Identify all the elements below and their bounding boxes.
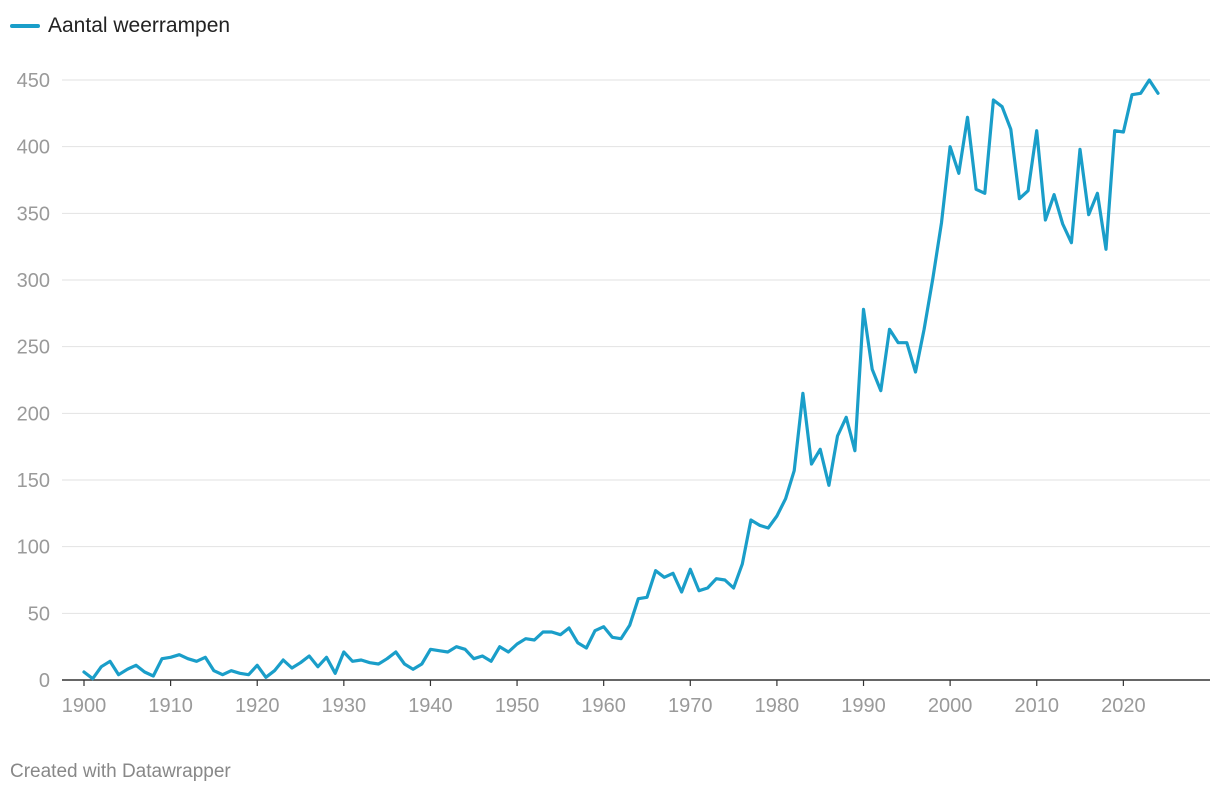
x-tick-label: 1910 (148, 695, 193, 717)
x-tick-label: 2000 (928, 695, 973, 717)
legend-label: Aantal weerrampen (48, 14, 231, 37)
y-tick-label: 100 (17, 537, 50, 559)
x-tick-label: 2010 (1014, 695, 1059, 717)
credit-text: Created with Datawrapper (10, 761, 231, 782)
x-tick-label: 1940 (408, 695, 453, 717)
y-tick-label: 250 (17, 337, 50, 359)
x-tick-label: 1970 (668, 695, 713, 717)
y-tick-label: 0 (39, 670, 50, 692)
y-tick-label: 150 (17, 470, 50, 492)
x-tick-label: 1900 (62, 695, 107, 717)
x-tick-label: 1950 (495, 695, 540, 717)
y-tick-label: 200 (17, 403, 50, 425)
x-tick-label: 1960 (581, 695, 626, 717)
y-tick-label: 350 (17, 203, 50, 225)
y-tick-label: 400 (17, 137, 50, 159)
x-tick-label: 2020 (1101, 695, 1146, 717)
x-tick-label: 1990 (841, 695, 886, 717)
y-tick-label: 450 (17, 70, 50, 92)
chart-legend: Aantal weerrampen (10, 14, 230, 38)
x-tick-label: 1980 (755, 695, 800, 717)
y-tick-label: 50 (28, 603, 50, 625)
x-tick-label: 1920 (235, 695, 280, 717)
legend-swatch (10, 24, 40, 28)
x-tick-label: 1930 (322, 695, 367, 717)
series-line (82, 78, 1160, 681)
y-tick-label: 300 (17, 270, 50, 292)
